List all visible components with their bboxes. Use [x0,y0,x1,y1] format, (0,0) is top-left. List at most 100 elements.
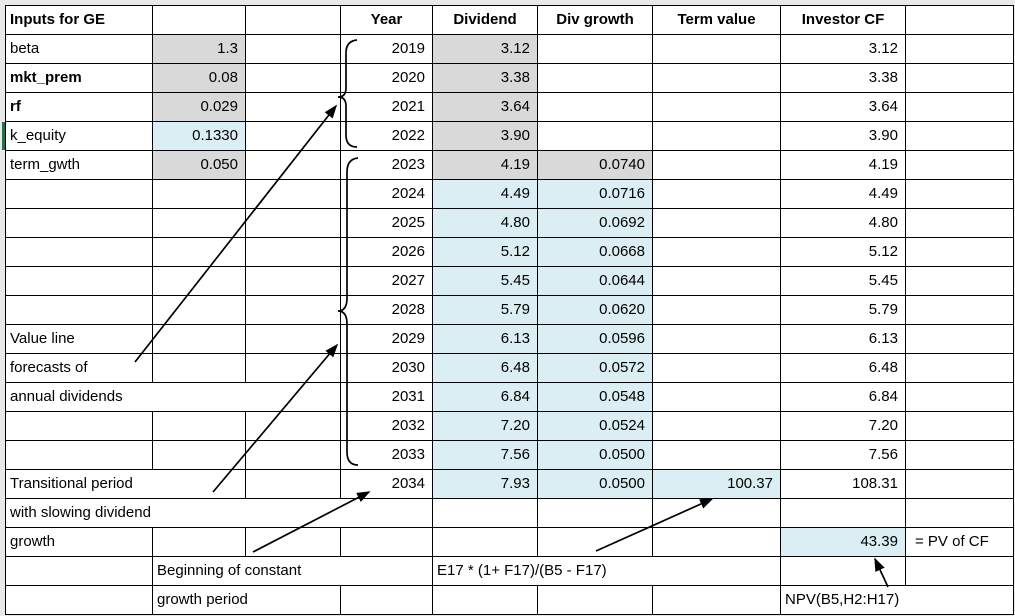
cell-H16[interactable]: 7.56 [781,441,906,470]
cell-G21[interactable] [653,586,781,615]
cell-H1[interactable]: Investor CF [781,6,906,35]
cell-E10[interactable]: 5.45 [433,267,538,296]
cell-B1[interactable] [153,6,246,35]
cell-G4[interactable] [653,93,781,122]
cell-A3[interactable]: mkt_prem [6,64,153,93]
cell-D8[interactable]: 2025 [341,209,433,238]
cell-F5[interactable] [538,122,653,151]
cell-G17[interactable]: 100.37 [653,470,781,499]
cell-H13[interactable]: 6.48 [781,354,906,383]
cell-B12[interactable] [153,325,246,354]
cell-F14[interactable]: 0.0548 [538,383,653,412]
cell-A20[interactable] [6,557,153,586]
cell-H11[interactable]: 5.79 [781,296,906,325]
cell-D19[interactable] [341,528,433,557]
cell-E16[interactable]: 7.56 [433,441,538,470]
cell-A2[interactable]: beta [6,35,153,64]
cell-I11[interactable] [906,296,1014,325]
cell-F9[interactable]: 0.0668 [538,238,653,267]
cell-C5[interactable] [246,122,341,151]
cell-H21[interactable]: NPV(B5,H2:H17) [781,586,1014,615]
cell-B10[interactable] [153,267,246,296]
cell-C8[interactable] [246,209,341,238]
cell-F11[interactable]: 0.0620 [538,296,653,325]
cell-E19[interactable] [433,528,538,557]
cell-G14[interactable] [653,383,781,412]
cell-B20[interactable]: Beginning of constant [153,557,433,586]
cell-F12[interactable]: 0.0596 [538,325,653,354]
cell-B11[interactable] [153,296,246,325]
cell-A19[interactable]: growth [6,528,153,557]
cell-C13[interactable] [246,354,341,383]
cell-E1[interactable]: Dividend [433,6,538,35]
cell-G12[interactable] [653,325,781,354]
cell-D1[interactable]: Year [341,6,433,35]
cell-E2[interactable]: 3.12 [433,35,538,64]
cell-A18[interactable]: with slowing dividend [6,499,433,528]
cell-D12[interactable]: 2029 [341,325,433,354]
cell-I7[interactable] [906,180,1014,209]
cell-D4[interactable]: 2021 [341,93,433,122]
cell-G19[interactable] [653,528,781,557]
cell-F10[interactable]: 0.0644 [538,267,653,296]
cell-H3[interactable]: 3.38 [781,64,906,93]
cell-I16[interactable] [906,441,1014,470]
cell-D16[interactable]: 2033 [341,441,433,470]
cell-F1[interactable]: Div growth [538,6,653,35]
cell-C19[interactable] [246,528,341,557]
cell-E5[interactable]: 3.90 [433,122,538,151]
cell-C10[interactable] [246,267,341,296]
cell-F19[interactable] [538,528,653,557]
cell-H15[interactable]: 7.20 [781,412,906,441]
cell-F6[interactable]: 0.0740 [538,151,653,180]
cell-F18[interactable] [538,499,653,528]
cell-G13[interactable] [653,354,781,383]
cell-E14[interactable]: 6.84 [433,383,538,412]
cell-A21[interactable] [6,586,153,615]
cell-A13[interactable]: forecasts of [6,354,153,383]
cell-I13[interactable] [906,354,1014,383]
cell-A4[interactable]: rf [6,93,153,122]
cell-F15[interactable]: 0.0524 [538,412,653,441]
cell-E20[interactable]: E17 * (1+ F17)/(B5 - F17) [433,557,781,586]
cell-I9[interactable] [906,238,1014,267]
cell-C2[interactable] [246,35,341,64]
cell-H19[interactable]: 43.39 [781,528,906,557]
cell-G3[interactable] [653,64,781,93]
cell-D5[interactable]: 2022 [341,122,433,151]
cell-F3[interactable] [538,64,653,93]
cell-I17[interactable] [906,470,1014,499]
cell-F17[interactable]: 0.0500 [538,470,653,499]
cell-G6[interactable] [653,151,781,180]
cell-I14[interactable] [906,383,1014,412]
cell-B9[interactable] [153,238,246,267]
cell-G15[interactable] [653,412,781,441]
cell-A14[interactable]: annual dividends [6,383,341,412]
cell-C9[interactable] [246,238,341,267]
cell-A15[interactable] [6,412,153,441]
cell-D11[interactable]: 2028 [341,296,433,325]
cell-A7[interactable] [6,180,153,209]
cell-E4[interactable]: 3.64 [433,93,538,122]
cell-D15[interactable]: 2032 [341,412,433,441]
cell-I2[interactable] [906,35,1014,64]
cell-E7[interactable]: 4.49 [433,180,538,209]
cell-D7[interactable]: 2024 [341,180,433,209]
cell-E12[interactable]: 6.13 [433,325,538,354]
cell-B5[interactable]: 0.1330 [153,122,246,151]
cell-F16[interactable]: 0.0500 [538,441,653,470]
cell-A9[interactable] [6,238,153,267]
cell-E17[interactable]: 7.93 [433,470,538,499]
cell-D6[interactable]: 2023 [341,151,433,180]
cell-H2[interactable]: 3.12 [781,35,906,64]
cell-C7[interactable] [246,180,341,209]
cell-A1[interactable]: Inputs for GE [6,6,153,35]
cell-F13[interactable]: 0.0572 [538,354,653,383]
cell-G8[interactable] [653,209,781,238]
cell-E15[interactable]: 7.20 [433,412,538,441]
cell-I19[interactable]: = PV of CF [906,528,1014,557]
cell-C6[interactable] [246,151,341,180]
cell-G2[interactable] [653,35,781,64]
cell-H18[interactable] [781,499,906,528]
cell-A11[interactable] [6,296,153,325]
